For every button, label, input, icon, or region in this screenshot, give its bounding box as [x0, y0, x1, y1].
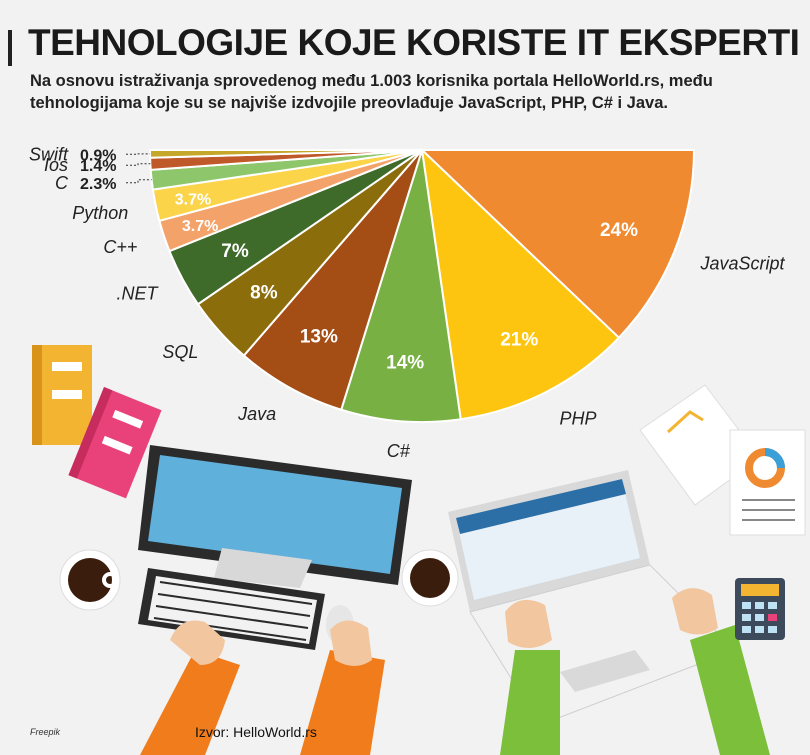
- slice-value-label: 3.7%: [175, 192, 211, 209]
- page-title: TEHNOLOGIJE KOJE KORISTE IT EKSPERTI: [28, 22, 800, 63]
- slice-category-label: C++: [103, 237, 137, 257]
- source-note: Izvor: HelloWorld.rs: [195, 724, 317, 740]
- slice-category-label: C#: [387, 441, 411, 461]
- slice-category-label: SQL: [162, 342, 198, 362]
- slice-value-label: 1.4%: [80, 158, 116, 175]
- slice-category-label: .NET: [117, 284, 160, 304]
- slice-category-label: Ios: [44, 155, 68, 175]
- image-credit: Freepik: [30, 727, 61, 737]
- slice-value-label: 7%: [221, 241, 249, 262]
- report-document-icon: [639, 384, 806, 536]
- pie-slice-javascript: [419, 149, 696, 340]
- pie-slice-java: [242, 149, 423, 411]
- books-icon: [32, 345, 162, 499]
- slice-value-label: 8%: [250, 282, 278, 303]
- leader-line: [126, 163, 151, 166]
- pie-slice-c: [339, 149, 462, 423]
- slice-value-label: 24%: [600, 220, 638, 241]
- page-subtitle: Na osnovu istraživanja sprovedenog među …: [30, 72, 713, 112]
- slice-value-label: 2.3%: [80, 176, 116, 193]
- slice-category-label: JavaScript: [700, 253, 786, 273]
- slice-category-label: Java: [237, 404, 276, 424]
- right-arm-icon: [500, 588, 770, 755]
- slice-category-label: PHP: [559, 409, 596, 429]
- slice-value-label: 3.7%: [182, 218, 218, 235]
- slice-value-label: 13%: [300, 326, 338, 347]
- pie-slice-php: [420, 147, 621, 421]
- calculator-icon: [735, 578, 785, 640]
- slice-value-label: 21%: [500, 330, 538, 351]
- slice-category-label: C: [55, 173, 69, 193]
- coffee-cup-icon: [59, 549, 121, 611]
- monitor-icon: [138, 445, 412, 588]
- slice-value-label: 14%: [386, 352, 424, 373]
- title-accent-bar: [8, 30, 12, 66]
- leader-line: [126, 179, 152, 184]
- left-arm-icon: [140, 620, 385, 755]
- slice-category-label: Python: [72, 203, 128, 223]
- coffee-cup-icon: [401, 549, 459, 607]
- slice-value-label: 0.9%: [80, 147, 116, 164]
- pie-slice-swift: [148, 149, 423, 159]
- slice-category-label: Swift: [29, 144, 69, 164]
